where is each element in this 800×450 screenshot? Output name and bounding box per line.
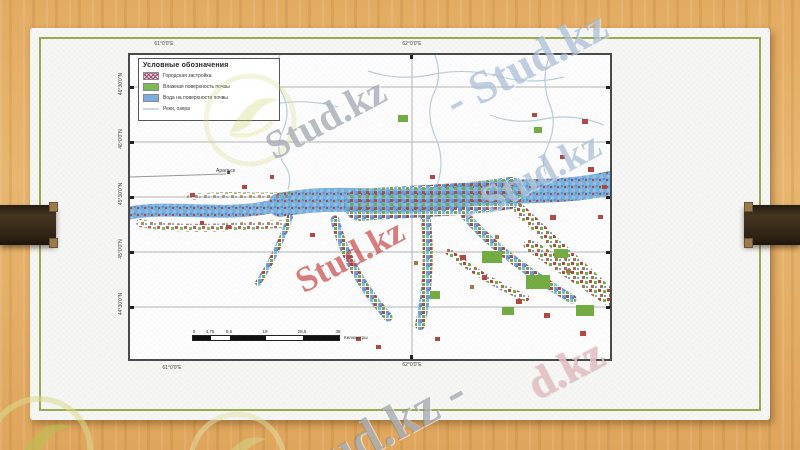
right-strap-cap <box>744 202 753 248</box>
left-strap <box>0 202 58 248</box>
paper-sheet: 61°0'0"E 62°0'0"E 61°0'0"E 62°0'0"E 46°3… <box>30 28 770 420</box>
scale-bar-graphic <box>192 335 340 341</box>
legend-item-rivers: Реки, озера <box>143 105 275 113</box>
scale-tick: 4,75 <box>205 329 215 334</box>
scale-tick: 28,5 <box>297 329 307 334</box>
graticule-label-top-2: 62°0'0"E <box>402 41 422 47</box>
legend-item-label: Реки, озера <box>163 106 190 112</box>
legend-item-label: Влажная поверхность почвы <box>163 84 230 90</box>
scale-bar-unit: Километры <box>344 335 368 340</box>
map-scale-bar: 0 4,75 9,5 19 28,5 38 Километры <box>192 329 392 341</box>
graticule-label-left-4: 45°0'0"N <box>118 239 124 259</box>
legend-swatch-wet-soil <box>143 83 159 91</box>
place-label: Аральск <box>216 168 236 174</box>
scale-tick: 38 <box>335 329 341 334</box>
scale-tick: 9,5 <box>225 329 233 334</box>
graticule-label-left-1: 46°30'0"N <box>118 72 124 96</box>
legend-item-label: Городская застройка <box>163 73 212 79</box>
graticule-label-bottom-2: 62°0'0"E <box>402 362 422 368</box>
legend-item-wet-soil: Влажная поверхность почвы <box>143 83 275 91</box>
map-canvas: Условные обозначения Городская застройка… <box>128 53 612 361</box>
legend-item-label: Вода на поверхности почвы <box>163 95 228 101</box>
graticule-label-left-2: 46°0'0"N <box>118 129 124 149</box>
scale-tick: 19 <box>262 329 268 334</box>
map-graphics <box>130 55 610 359</box>
legend-title: Условные обозначения <box>143 62 229 69</box>
scale-bar-ticks: 0 4,75 9,5 19 28,5 38 <box>192 329 392 335</box>
legend-swatch-urban <box>143 72 159 80</box>
scale-tick: 0 <box>192 329 196 334</box>
right-strap <box>744 202 800 248</box>
graticule-label-left-5: 44°30'0"N <box>118 292 124 316</box>
legend-swatch-surface-water <box>143 94 159 102</box>
map-legend: Условные обозначения Городская застройка… <box>138 58 280 121</box>
graticule-label-top-1: 61°0'0"E <box>154 41 174 47</box>
graticule-label-bottom-1: 61°0'0"E <box>162 365 182 371</box>
legend-item-surface-water: Вода на поверхности почвы <box>143 94 275 102</box>
left-strap-cap <box>49 202 58 248</box>
graticule-label-left-3: 45°30'0"N <box>118 182 124 206</box>
legend-item-urban: Городская застройка <box>143 72 275 80</box>
legend-swatch-rivers <box>143 108 159 110</box>
flood-map-figure: 61°0'0"E 62°0'0"E 61°0'0"E 62°0'0"E 46°3… <box>112 36 622 386</box>
